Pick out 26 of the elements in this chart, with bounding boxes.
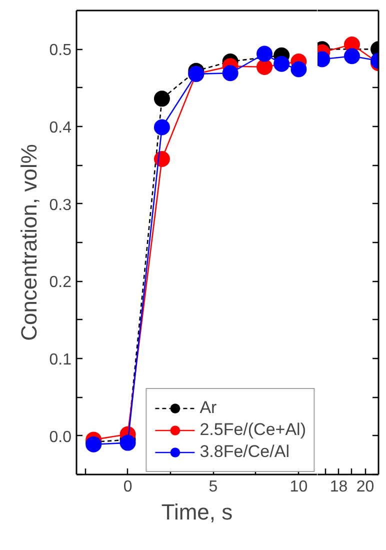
point — [154, 119, 170, 136]
y-tick-label: 0.3 — [49, 196, 72, 214]
x-axis-title: Time, s — [161, 500, 233, 524]
point — [274, 56, 290, 72]
x-tick-label: 20 — [356, 478, 374, 496]
x-tick-label: 0 — [123, 478, 132, 496]
y-tick-label: 0.2 — [49, 274, 72, 292]
legend-label: 2.5Fe/(Ce+Al) — [200, 419, 306, 441]
y-axis-title: Concentration, vol% — [16, 144, 42, 341]
point — [290, 61, 307, 78]
point — [154, 150, 170, 167]
point — [120, 434, 136, 451]
y-tick-label: 0.0 — [49, 428, 72, 446]
y-tick-label: 0.5 — [49, 42, 72, 60]
point — [256, 46, 273, 62]
y-tick-label: 0.1 — [49, 352, 72, 368]
x-tick-label: 5 — [208, 478, 218, 496]
point — [256, 58, 273, 75]
legend-label: Ar — [200, 397, 218, 419]
x-tick-label: 18 — [330, 478, 348, 496]
x-tick-label: 10 — [290, 478, 308, 496]
point — [86, 436, 102, 452]
point — [154, 90, 170, 107]
y-tick-label: 0.4 — [49, 120, 72, 136]
legend-label: 3.8Fe/Ce/Al — [200, 441, 290, 463]
point — [222, 65, 238, 82]
